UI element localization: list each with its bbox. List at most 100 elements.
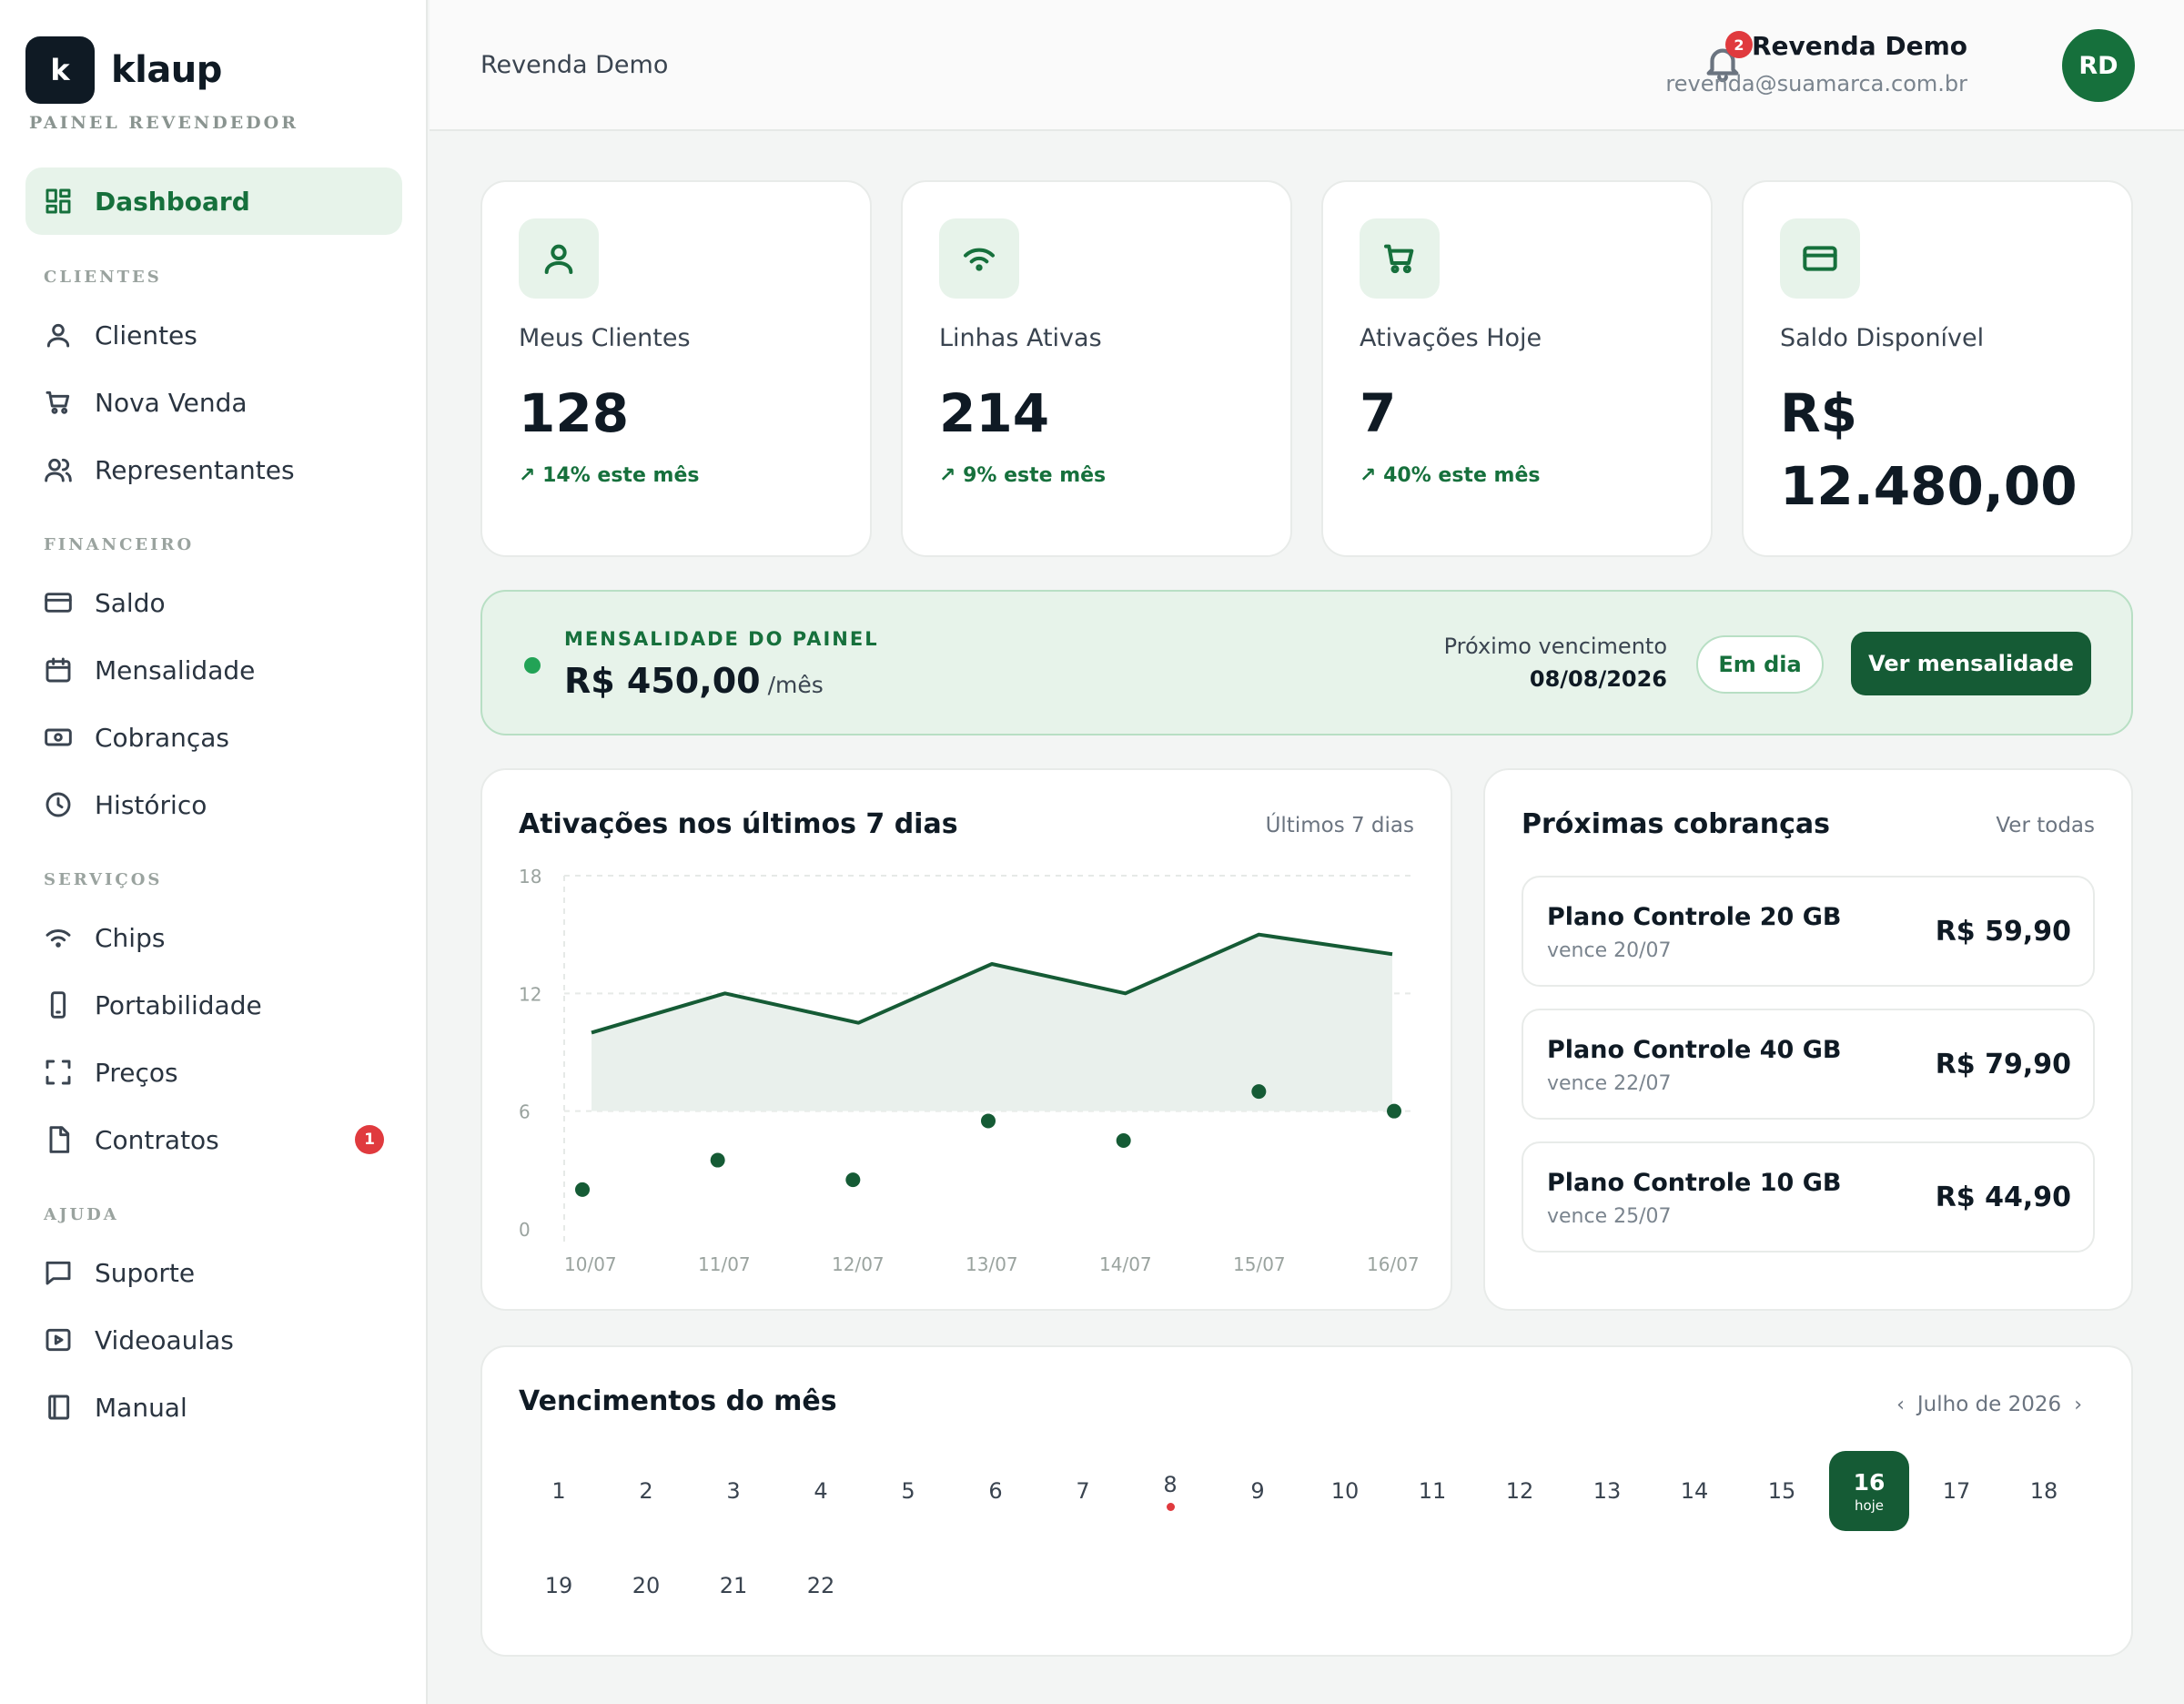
sidebar-item-saldo[interactable]: Saldo	[25, 569, 402, 636]
calendar-day[interactable]: 6	[956, 1451, 1036, 1531]
sidebar-item-historico[interactable]: Histórico	[25, 771, 402, 838]
calendar-day[interactable]: 2	[606, 1451, 686, 1531]
charge-item[interactable]: Plano Controle 20 GB vence 20/07 R$ 59,9…	[1522, 876, 2095, 987]
y-tick-label: 18	[519, 866, 541, 888]
sidebar-item-contratos[interactable]: Contratos 1	[25, 1106, 402, 1173]
brand[interactable]: k klaup	[25, 36, 222, 104]
x-tick-label: 11/07	[698, 1253, 751, 1275]
series-line	[591, 932, 1393, 1035]
frame-icon	[44, 1058, 73, 1087]
sidebar-item-label: Nova Venda	[95, 387, 248, 418]
calendar-day[interactable]: 13	[1567, 1451, 1647, 1531]
calendar-day[interactable]: 14	[1654, 1451, 1734, 1531]
user-email: revenda@suamarca.com.br	[1665, 71, 1967, 96]
user-icon	[44, 320, 73, 350]
x-tick-label: 15/07	[1233, 1253, 1286, 1275]
section-label-servicos: SERVIÇOS	[44, 870, 163, 889]
stat-trend: ↗ 40% este mês	[1360, 464, 1541, 487]
calendar-day[interactable]: 18	[2004, 1451, 2084, 1531]
calendar-day[interactable]: 17	[1916, 1451, 1997, 1531]
charge-item[interactable]: Plano Controle 10 GB vence 25/07 R$ 44,9…	[1522, 1141, 2095, 1253]
brand-subtitle: PAINEL REVENDEDOR	[29, 113, 298, 133]
calendar-icon	[44, 655, 73, 685]
due-marker	[1166, 1502, 1175, 1511]
signal-icon	[939, 218, 1019, 299]
sidebar-item-label: Saldo	[95, 587, 166, 618]
calendar-day[interactable]: 21	[693, 1546, 774, 1626]
status-dot	[524, 657, 541, 674]
sidebar-item-videoaulas[interactable]: Videoaulas	[25, 1306, 402, 1374]
stat-label: Linhas Ativas	[939, 324, 1102, 352]
day-number: 15	[1767, 1478, 1796, 1504]
calendar-title: Vencimentos do mês	[519, 1385, 837, 1417]
sidebar-item-precos[interactable]: Preços	[25, 1039, 402, 1106]
calendar-day[interactable]: 7	[1043, 1451, 1123, 1531]
day-number: 19	[544, 1573, 573, 1598]
avatar[interactable]: RD	[2062, 29, 2135, 102]
next-month-button[interactable]: ›	[2074, 1393, 2082, 1416]
card-icon	[44, 588, 73, 617]
data-point	[981, 1113, 996, 1129]
day-number: 9	[1250, 1478, 1265, 1504]
calendar-day[interactable]: 19	[519, 1546, 599, 1626]
calendar-day[interactable]: 9	[1218, 1451, 1298, 1531]
stat-value: 128	[519, 382, 630, 444]
day-number: 1	[551, 1478, 566, 1504]
money-icon	[44, 723, 73, 752]
topbar: Revenda Demo 2 Revenda Demo revenda@suam…	[430, 0, 2184, 131]
sidebar-item-chips[interactable]: Chips	[25, 904, 402, 971]
calendar-day[interactable]: 20	[606, 1546, 686, 1626]
calendar-day[interactable]: 8	[1130, 1451, 1210, 1531]
calendar-day[interactable]: 16 hoje	[1829, 1451, 1909, 1531]
day-number: 16	[1853, 1468, 1886, 1496]
day-number: 20	[632, 1573, 661, 1598]
activations-chart-card: Ativações nos últimos 7 dias Últimos 7 d…	[480, 768, 1452, 1311]
card-icon	[1780, 218, 1860, 299]
calendar-day[interactable]: 15	[1742, 1451, 1822, 1531]
ver-mensalidade-button[interactable]: Ver mensalidade	[1851, 632, 2091, 695]
signal-icon	[44, 923, 73, 952]
document-icon	[44, 1125, 73, 1154]
chart-range-label[interactable]: Últimos 7 dias	[1265, 814, 1414, 837]
day-number: 7	[1076, 1478, 1090, 1504]
today-label: hoje	[1854, 1496, 1885, 1514]
calendar-day[interactable]: 1	[519, 1451, 599, 1531]
calendar-day[interactable]: 3	[693, 1451, 774, 1531]
mensalidade-label: MENSALIDADE DO PAINEL	[564, 628, 879, 650]
y-tick-label: 6	[519, 1101, 531, 1123]
chart-title: Ativações nos últimos 7 dias	[519, 808, 958, 840]
charge-item[interactable]: Plano Controle 40 GB vence 22/07 R$ 79,9…	[1522, 1009, 2095, 1120]
day-number: 4	[814, 1478, 828, 1504]
cart-icon	[44, 388, 73, 417]
charges-title: Próximas cobranças	[1522, 808, 1830, 840]
ver-todas-link[interactable]: Ver todas	[1996, 814, 2095, 837]
calendar-day[interactable]: 10	[1305, 1451, 1385, 1531]
sidebar-item-cobrancas[interactable]: Cobranças	[25, 704, 402, 771]
calendar-day[interactable]: 12	[1480, 1451, 1560, 1531]
sidebar-item-manual[interactable]: Manual	[25, 1374, 402, 1441]
cart-icon	[1360, 218, 1440, 299]
sidebar-item-suporte[interactable]: Suporte	[25, 1239, 402, 1306]
notification-badge: 2	[1725, 31, 1753, 58]
status-badge[interactable]: Em dia	[1696, 635, 1824, 694]
calendar-day[interactable]: 4	[781, 1451, 861, 1531]
sidebar-item-clientes[interactable]: Clientes	[25, 301, 402, 369]
series-area	[592, 934, 1392, 1111]
sidebar-item-label: Contratos	[95, 1124, 219, 1155]
prev-month-button[interactable]: ‹	[1896, 1393, 1905, 1416]
mensalidade-price: R$ 450,00/mês	[564, 661, 824, 701]
calendar-day[interactable]: 11	[1392, 1451, 1472, 1531]
sidebar-item-portabilidade[interactable]: Portabilidade	[25, 971, 402, 1039]
calendar-day[interactable]: 22	[781, 1546, 861, 1626]
next-due-label: Próximo vencimento	[1443, 634, 1667, 659]
clock-icon	[44, 790, 73, 819]
y-tick-label: 12	[519, 983, 541, 1005]
sidebar-item-nova-venda[interactable]: Nova Venda	[25, 369, 402, 436]
sidebar-item-dashboard[interactable]: Dashboard	[25, 167, 402, 235]
day-number: 5	[901, 1478, 915, 1504]
day-number: 3	[726, 1478, 741, 1504]
sidebar-item-representantes[interactable]: Representantes	[25, 436, 402, 503]
sidebar-item-mensalidade[interactable]: Mensalidade	[25, 636, 402, 704]
calendar-day[interactable]: 5	[868, 1451, 948, 1531]
